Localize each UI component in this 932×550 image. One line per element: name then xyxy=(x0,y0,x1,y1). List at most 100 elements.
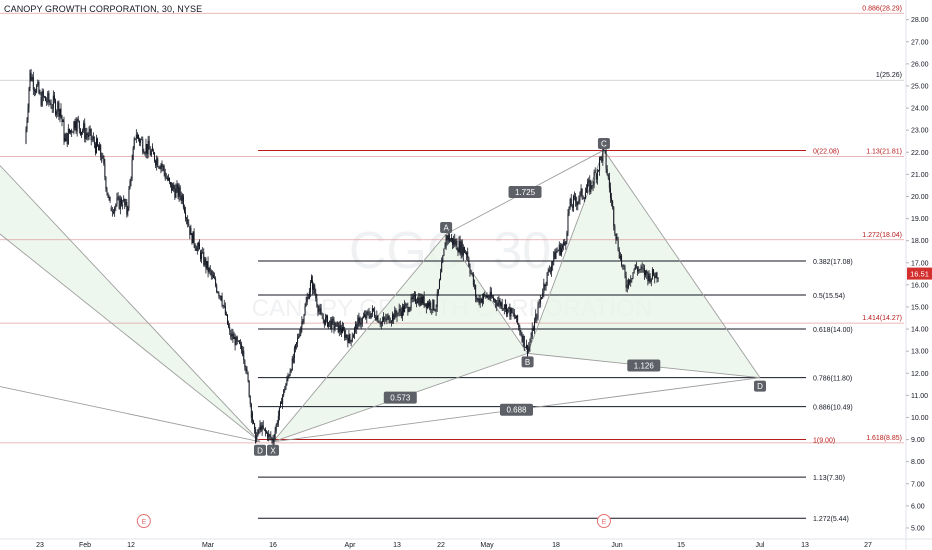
ratio-label-1-725: 1.725 xyxy=(515,188,536,197)
candle-body xyxy=(631,278,633,280)
candle-body xyxy=(617,240,619,251)
candle-body xyxy=(90,128,92,140)
candle-body xyxy=(530,336,532,342)
point-x-label: X xyxy=(270,446,276,455)
candle-body xyxy=(634,264,636,270)
candle-body xyxy=(135,134,137,139)
candle-body xyxy=(370,313,372,318)
candle-body xyxy=(365,314,367,319)
candle-body xyxy=(353,328,355,335)
candle-body xyxy=(600,156,602,158)
candle-body xyxy=(625,276,627,288)
candle-body xyxy=(268,434,270,438)
candle-body xyxy=(89,128,91,132)
earnings-label-2: E xyxy=(602,519,607,526)
candle-body xyxy=(68,128,70,133)
candle-body xyxy=(131,159,133,179)
candle-body xyxy=(416,302,418,304)
candle-body xyxy=(255,429,257,443)
candle-body xyxy=(472,274,474,285)
candle-body xyxy=(352,334,354,338)
candle-body xyxy=(479,298,481,304)
candle-body xyxy=(639,269,641,271)
candle-body xyxy=(129,181,131,189)
point-a-label: A xyxy=(443,224,449,233)
price-tick-20-00: 20.00 xyxy=(911,194,929,201)
candle-body xyxy=(431,309,433,310)
point-b-label: B xyxy=(525,358,530,367)
candle-body xyxy=(436,293,438,307)
candle-body xyxy=(115,204,117,208)
candle-body xyxy=(621,255,623,265)
candle-body xyxy=(302,321,304,322)
candle-body xyxy=(220,295,222,301)
candle-body xyxy=(332,318,334,321)
candle-body xyxy=(507,308,509,314)
candle-body xyxy=(481,298,483,303)
candle-body xyxy=(478,298,480,304)
candle-body xyxy=(33,89,35,92)
candle-body xyxy=(301,321,303,328)
candle-body xyxy=(539,298,541,304)
harmonic-point-labels: X A B C D D xyxy=(254,138,766,456)
candle-body xyxy=(162,165,164,167)
candle-body xyxy=(142,139,144,153)
candle-body xyxy=(232,333,234,340)
candle-body xyxy=(91,139,93,140)
candle-body xyxy=(108,197,110,198)
time-axis[interactable]: 23 Feb 12 Mar 16 Apr 13 22 May 18 Jun 15 Jul 13 27 xyxy=(0,538,932,549)
point-c-label-box xyxy=(597,138,610,150)
candle-body xyxy=(393,314,395,320)
last-price-box xyxy=(907,267,932,280)
candle-body xyxy=(284,389,286,391)
candle-body xyxy=(619,255,621,259)
candle-body xyxy=(93,141,95,145)
candle-body xyxy=(380,322,382,325)
candle-body xyxy=(447,234,449,241)
candle-body xyxy=(318,309,320,312)
candle-body xyxy=(480,298,482,303)
candle-body xyxy=(107,192,109,198)
candle-body xyxy=(286,378,288,385)
candle-body xyxy=(224,305,226,315)
price-axis[interactable]: 5.00 6.00 7.00 8.00 9.00 10.00 11.00 12.00 13.00… xyxy=(905,0,929,550)
candle-body xyxy=(298,336,300,338)
candle-body xyxy=(101,156,103,162)
candle-body xyxy=(386,317,388,321)
candle-body xyxy=(622,264,624,266)
candle-body xyxy=(274,431,276,439)
candle-body xyxy=(110,207,112,212)
candle-body xyxy=(637,267,639,272)
candle-body xyxy=(174,189,176,198)
ratio-box-1-126 xyxy=(627,359,661,372)
candle-body xyxy=(397,313,399,314)
candle-body xyxy=(399,308,401,312)
candle-body xyxy=(520,332,522,336)
candle-body xyxy=(597,170,599,171)
level-label-0-382-17-08: 0.382(17.08) xyxy=(813,259,853,266)
candle-body xyxy=(327,315,329,327)
candle-body xyxy=(611,197,613,202)
candle-body xyxy=(105,177,107,190)
candle-body xyxy=(85,133,87,139)
candle-body xyxy=(336,322,338,323)
candle-body xyxy=(31,76,33,81)
price-tick-22-00: 22.00 xyxy=(911,150,929,157)
candle-body xyxy=(623,265,625,268)
price-series xyxy=(25,69,659,446)
candle-body xyxy=(260,426,262,431)
candle-body xyxy=(56,111,58,115)
candle-body xyxy=(635,267,637,268)
candle-body xyxy=(207,261,209,272)
candle-body xyxy=(161,163,163,167)
candle-body xyxy=(355,324,357,329)
candle-body xyxy=(293,348,295,358)
candle-body xyxy=(328,322,330,327)
candle-body xyxy=(55,100,57,115)
level-label-0-22-08: 0(22.08) xyxy=(813,149,839,156)
candle-body xyxy=(467,251,469,259)
candle-body xyxy=(58,102,60,117)
candle-body xyxy=(538,303,540,305)
